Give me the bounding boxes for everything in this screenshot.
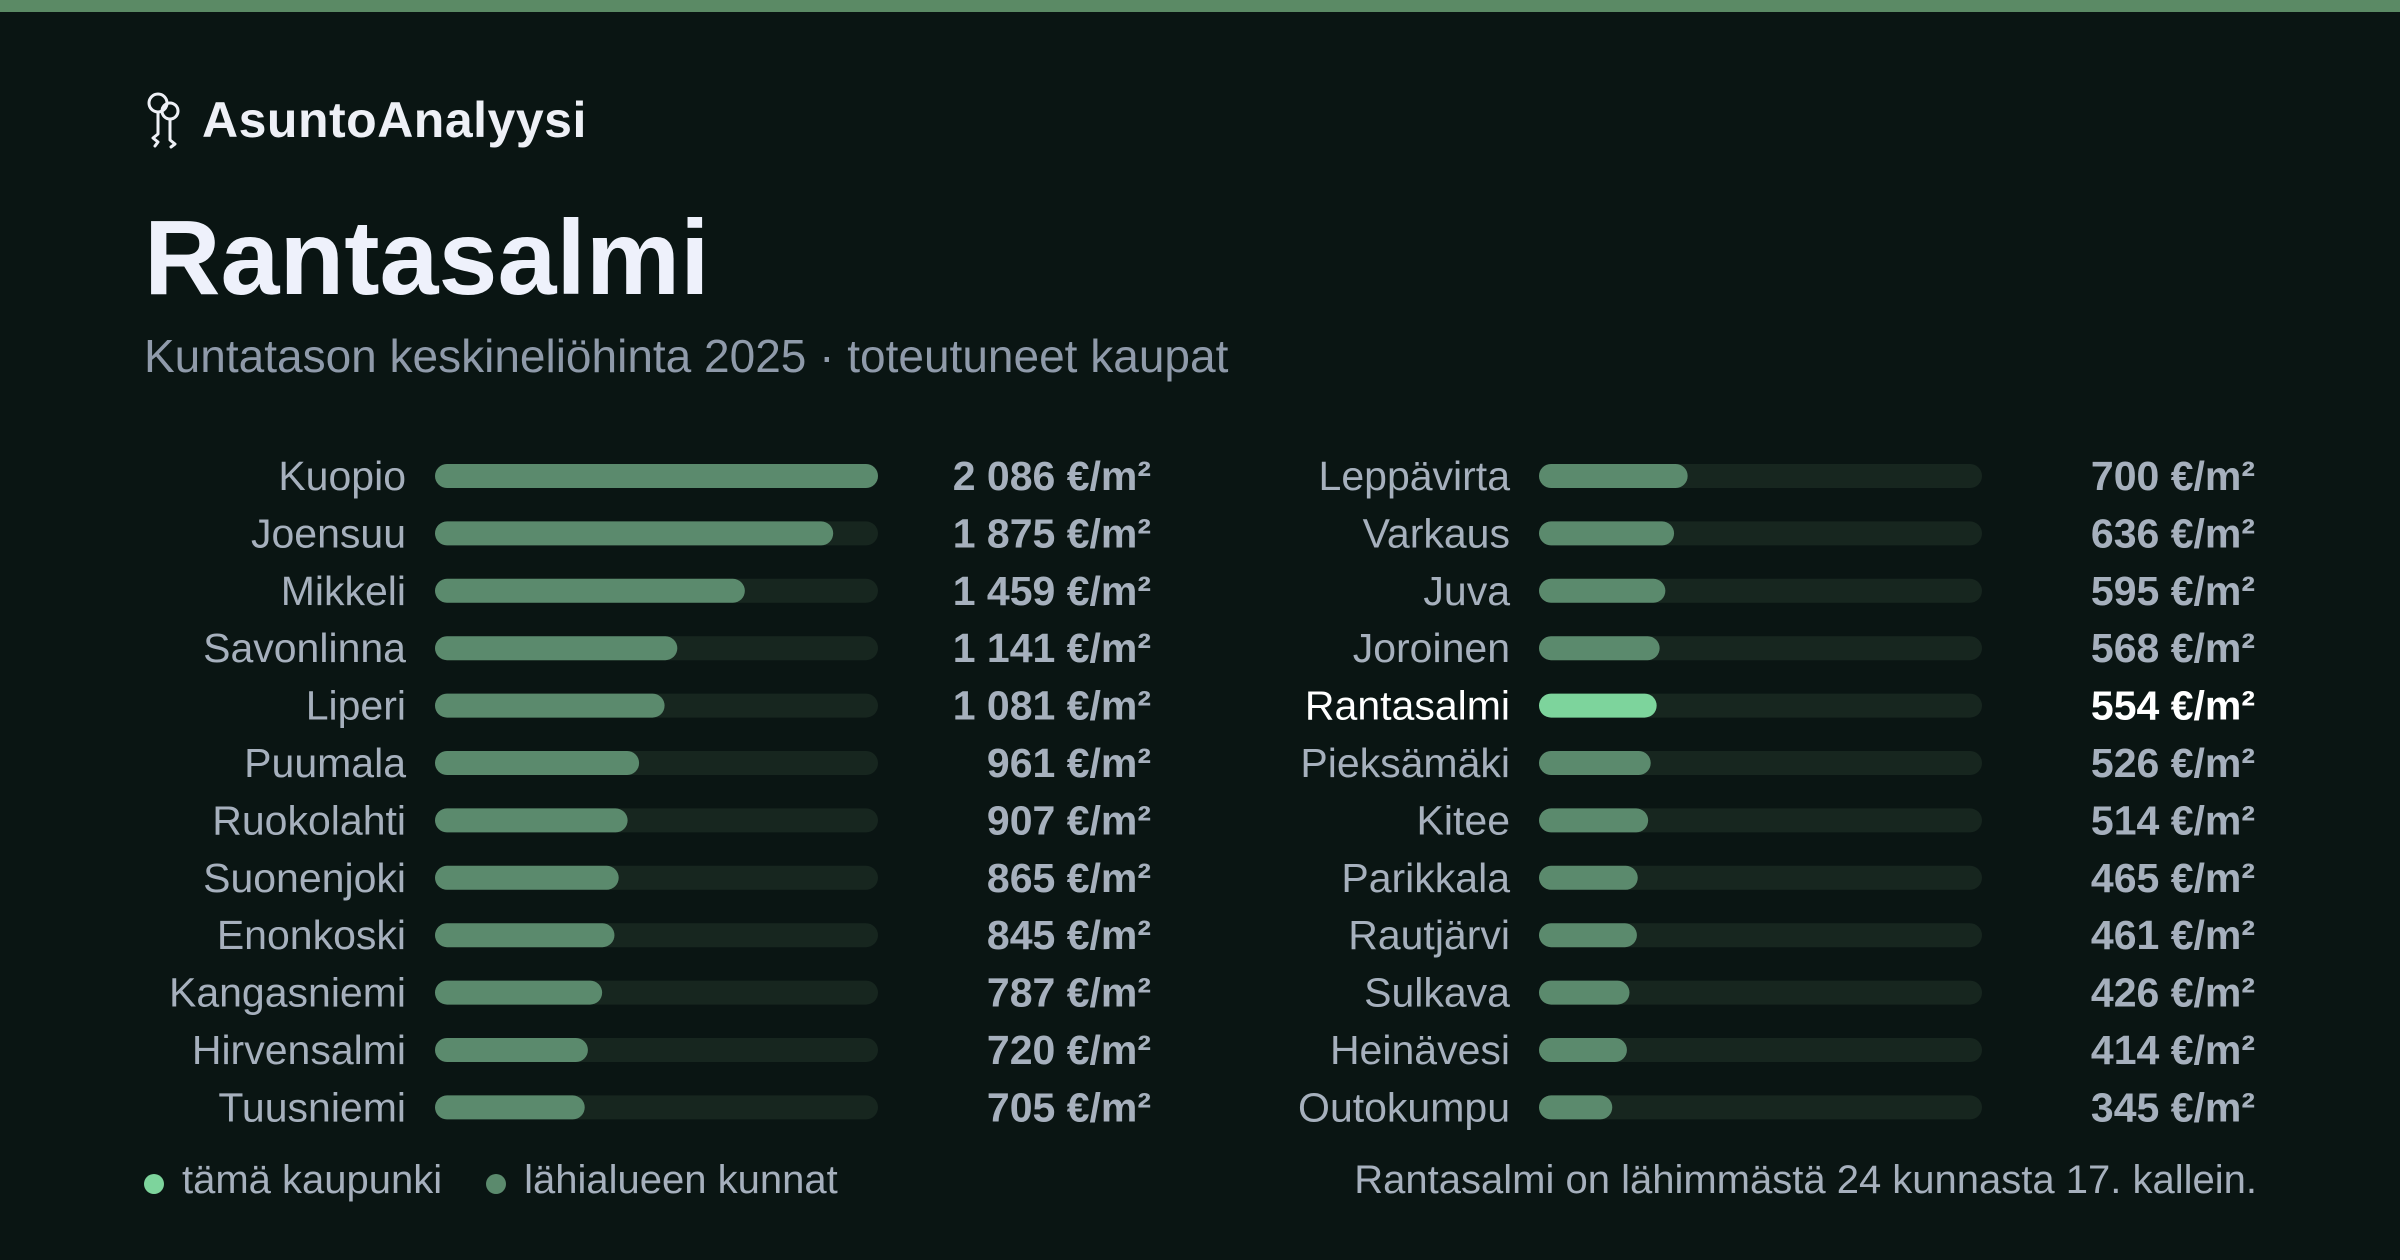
- bar-value-enonkoski: 845 €/m²: [987, 912, 1151, 958]
- bar-ruokolahti: [435, 808, 628, 833]
- bar-label-mikkeli: Mikkeli: [281, 568, 406, 614]
- brand-name: AsuntoAnalyysi: [202, 92, 587, 148]
- bar-value-tuusniemi: 705 €/m²: [987, 1084, 1151, 1130]
- bar-value-hirvensalmi: 720 €/m²: [987, 1027, 1151, 1073]
- bar-label-enonkoski: Enonkoski: [217, 912, 406, 958]
- bar-pieksamaki: [1539, 751, 1651, 775]
- bar-track-kitee: [1539, 808, 1982, 833]
- bar-value-mikkeli: 1 459 €/m²: [953, 568, 1151, 614]
- bar-juva: [1539, 578, 1666, 603]
- bar-label-heinavesi: Heinävesi: [1330, 1027, 1510, 1073]
- bar-label-leppavirta: Leppävirta: [1319, 453, 1511, 499]
- bar-track-rautjarvi: [1539, 923, 1982, 948]
- bar-rautjarvi: [1539, 923, 1637, 948]
- bar-value-kangasniemi: 787 €/m²: [987, 970, 1151, 1016]
- bar-puumala: [435, 751, 640, 775]
- bar-sulkava: [1539, 980, 1630, 1005]
- legend-item-nearby: lähialueen kunnat: [486, 1158, 838, 1203]
- bar-varkaus: [1539, 521, 1675, 546]
- bar-value-parikkala: 465 €/m²: [2091, 855, 2255, 901]
- bar-label-juva: Juva: [1423, 568, 1510, 614]
- brand: AsuntoAnalyysi: [144, 90, 587, 150]
- bar-label-sulkava: Sulkava: [1364, 970, 1510, 1016]
- bar-heinavesi: [1539, 1038, 1627, 1062]
- top-accent-bar: [0, 0, 2400, 12]
- bar-label-tuusniemi: Tuusniemi: [218, 1084, 406, 1130]
- bar-label-rantasalmi: Rantasalmi: [1305, 683, 1510, 729]
- bar-rantasalmi: [1539, 693, 1657, 718]
- bar-track-pieksamaki: [1539, 751, 1982, 775]
- bar-value-pieksamaki: 526 €/m²: [2091, 740, 2255, 786]
- bar-label-joroinen: Joroinen: [1353, 625, 1510, 671]
- bar-suonenjoki: [435, 865, 619, 890]
- rank-footnote: Rantasalmi on lähimmästä 24 kunnasta 17.…: [1354, 1158, 2257, 1202]
- bar-label-ruokolahti: Ruokolahti: [212, 797, 406, 843]
- bar-track-sulkava: [1539, 980, 1982, 1005]
- bar-value-juva: 595 €/m²: [2091, 568, 2255, 614]
- page-title: Rantasalmi: [144, 199, 710, 317]
- bar-label-puumala: Puumala: [244, 740, 406, 786]
- bar-mikkeli: [435, 578, 745, 603]
- bar-value-ruokolahti: 907 €/m²: [987, 797, 1151, 843]
- bar-track-outokumpu: [1539, 1095, 1982, 1120]
- legend-label-this-city: tämä kaupunki: [182, 1157, 443, 1202]
- bar-label-pieksamaki: Pieksämäki: [1300, 740, 1510, 786]
- legend-dot-nearby: [486, 1174, 507, 1194]
- bar-kuopio: [435, 464, 878, 488]
- legend: tämä kaupunki lähialueen kunnat: [144, 1150, 882, 1210]
- legend-label-nearby: lähialueen kunnat: [524, 1157, 838, 1202]
- bar-tuusniemi: [435, 1095, 585, 1120]
- bar-value-puumala: 961 €/m²: [987, 740, 1151, 786]
- bar-savonlinna: [435, 636, 678, 661]
- bar-value-kitee: 514 €/m²: [2091, 797, 2255, 843]
- legend-item-this-city: tämä kaupunki: [144, 1158, 442, 1203]
- bar-label-kitee: Kitee: [1417, 797, 1510, 843]
- bar-value-varkaus: 636 €/m²: [2091, 510, 2255, 556]
- bar-value-kuopio: 2 086 €/m²: [953, 453, 1151, 499]
- bar-parikkala: [1539, 865, 1638, 890]
- bar-hirvensalmi: [435, 1038, 588, 1062]
- bar-label-kangasniemi: Kangasniemi: [169, 970, 406, 1016]
- bar-value-joensuu: 1 875 €/m²: [953, 510, 1151, 556]
- bar-value-sulkava: 426 €/m²: [2091, 970, 2255, 1016]
- bar-label-liperi: Liperi: [306, 683, 406, 729]
- bar-label-parikkala: Parikkala: [1341, 855, 1510, 901]
- bar-value-joroinen: 568 €/m²: [2091, 625, 2255, 671]
- bar-track-heinavesi: [1539, 1038, 1982, 1062]
- legend-dot-highlight: [144, 1174, 164, 1194]
- bar-label-rautjarvi: Rautjärvi: [1348, 912, 1510, 958]
- bar-value-liperi: 1 081 €/m²: [953, 683, 1151, 729]
- bar-kitee: [1539, 808, 1649, 833]
- bar-outokumpu: [1539, 1095, 1613, 1120]
- bar-label-outokumpu: Outokumpu: [1298, 1084, 1510, 1130]
- bar-enonkoski: [435, 923, 615, 948]
- bar-value-suonenjoki: 865 €/m²: [987, 855, 1151, 901]
- bar-label-joensuu: Joensuu: [251, 510, 406, 556]
- bar-value-rautjarvi: 461 €/m²: [2091, 912, 2255, 958]
- bar-liperi: [435, 693, 665, 718]
- bar-label-savonlinna: Savonlinna: [203, 625, 406, 671]
- bar-value-outokumpu: 345 €/m²: [2091, 1084, 2255, 1130]
- bar-track-parikkala: [1539, 865, 1982, 890]
- keys-icon: [147, 92, 180, 149]
- bar-value-heinavesi: 414 €/m²: [2091, 1027, 2255, 1073]
- bar-value-leppavirta: 700 €/m²: [2091, 453, 2255, 499]
- bar-label-varkaus: Varkaus: [1363, 510, 1510, 556]
- bar-kangasniemi: [435, 980, 603, 1005]
- bar-label-hirvensalmi: Hirvensalmi: [192, 1027, 406, 1073]
- bar-label-suonenjoki: Suonenjoki: [203, 855, 406, 901]
- page-subtitle: Kuntatason keskineliöhinta 2025 · toteut…: [144, 330, 1229, 382]
- bar-value-savonlinna: 1 141 €/m²: [953, 625, 1151, 671]
- bar-value-rantasalmi: 554 €/m²: [2091, 683, 2255, 729]
- bar-joroinen: [1539, 636, 1660, 661]
- bar-joensuu: [435, 521, 834, 546]
- bar-leppavirta: [1539, 464, 1688, 488]
- bar-label-kuopio: Kuopio: [278, 453, 406, 499]
